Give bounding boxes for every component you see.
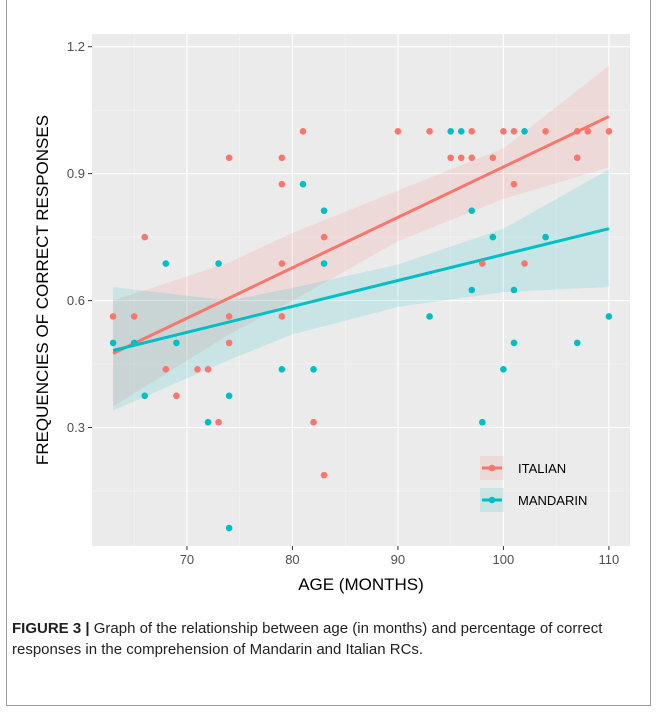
data-point-mandarin [299, 180, 307, 188]
data-point-mandarin [468, 286, 476, 294]
legend-label: ITALIAN [518, 461, 566, 476]
data-point-italian [162, 366, 170, 373]
data-point-mandarin [479, 418, 486, 426]
legend: ITALIAN MANDARIN [480, 456, 587, 512]
data-point-italian [542, 128, 549, 135]
data-point-italian [468, 128, 476, 135]
data-point-mandarin [573, 339, 581, 347]
minor-gridlines [92, 34, 630, 546]
data-point-mandarin [457, 128, 465, 135]
data-point-italian [299, 128, 307, 135]
data-point-italian [426, 128, 433, 135]
data-point-mandarin [225, 392, 233, 400]
data-point-italian [130, 313, 138, 320]
data-point-mandarin [510, 286, 518, 294]
x-axis-ticks: 70 80 90 100 110 [180, 546, 620, 567]
data-point-italian [278, 260, 286, 267]
x-tick-label: 90 [391, 552, 405, 567]
data-point-mandarin [162, 260, 170, 267]
major-gridlines [92, 34, 630, 546]
data-point-italian [225, 154, 233, 162]
regression-line-italian [112, 115, 610, 355]
y-tick-label: 0.3 [67, 420, 85, 435]
y-axis-ticks: 0.3 0.6 0.9 1.2 [67, 39, 92, 435]
data-point-italian [457, 154, 465, 162]
caption-separator: | [85, 620, 90, 637]
data-point-italian [447, 154, 454, 162]
data-point-mandarin [215, 260, 222, 267]
data-point-italian [278, 313, 286, 320]
data-points [109, 128, 613, 532]
data-point-mandarin [173, 339, 180, 347]
x-axis-title: AGE (MONTHS) [298, 575, 424, 594]
data-point-mandarin [542, 233, 549, 241]
figure-frame [6, 0, 651, 706]
data-point-mandarin [510, 339, 518, 347]
data-point-italian [278, 154, 286, 162]
data-point-italian [109, 313, 117, 320]
data-point-italian [510, 128, 518, 135]
figure-caption: FIGURE 3 | Graph of the relationship bet… [12, 618, 637, 660]
data-point-mandarin [447, 128, 454, 135]
data-point-mandarin [109, 339, 117, 347]
data-point-italian [204, 366, 212, 373]
data-point-italian [605, 128, 613, 135]
data-point-italian [584, 128, 592, 135]
data-point-mandarin [426, 313, 433, 320]
data-point-mandarin [141, 392, 149, 400]
data-point-italian [394, 128, 402, 135]
y-tick-label: 1.2 [67, 39, 85, 54]
regression-lines [112, 115, 610, 355]
y-tick-label: 0.6 [67, 293, 85, 308]
data-point-mandarin [320, 260, 328, 267]
scatter-chart: 70 80 90 100 110 0.3 0.6 0.9 1.2 AGE (MONTHS) F… [33, 34, 630, 594]
data-point-mandarin [489, 233, 497, 241]
data-point-italian [141, 233, 149, 241]
data-point-mandarin [130, 339, 138, 347]
data-point-mandarin [310, 366, 317, 373]
data-point-mandarin [468, 207, 476, 214]
y-axis-title: FREQUENCIES OF CORRECT RESPONSES [33, 115, 52, 465]
legend-key-point [488, 464, 496, 472]
x-tick-label: 100 [493, 552, 515, 567]
data-point-italian [215, 418, 222, 426]
data-point-mandarin [225, 524, 233, 532]
data-point-italian [510, 180, 518, 188]
figure-label: FIGURE 3 [12, 620, 82, 637]
data-point-italian [225, 313, 233, 320]
x-tick-label: 80 [285, 552, 299, 567]
data-point-italian [479, 260, 486, 267]
data-point-mandarin [320, 207, 328, 214]
data-point-mandarin [521, 128, 528, 135]
data-point-italian [320, 471, 328, 479]
data-point-italian [468, 154, 476, 162]
x-tick-label: 110 [599, 552, 620, 567]
data-point-italian [225, 339, 233, 347]
x-tick-label: 70 [180, 552, 194, 567]
data-point-italian [573, 154, 581, 162]
data-point-italian [500, 128, 507, 135]
data-point-italian [194, 366, 201, 373]
caption-text: Graph of the relationship between age (i… [12, 620, 603, 658]
data-point-mandarin [204, 418, 212, 426]
data-point-italian [310, 418, 317, 426]
legend-key-point [488, 496, 496, 504]
data-point-italian [573, 128, 581, 135]
regression-line-mandarin [112, 227, 610, 352]
data-point-italian [173, 392, 180, 400]
data-point-italian [521, 260, 528, 267]
data-point-mandarin [605, 313, 613, 320]
data-point-italian [320, 233, 328, 241]
data-point-mandarin [500, 366, 507, 373]
data-point-italian [489, 154, 497, 162]
data-point-italian [278, 180, 286, 188]
y-tick-label: 0.9 [67, 166, 85, 181]
legend-label: MANDARIN [518, 493, 587, 508]
data-point-mandarin [278, 366, 286, 373]
